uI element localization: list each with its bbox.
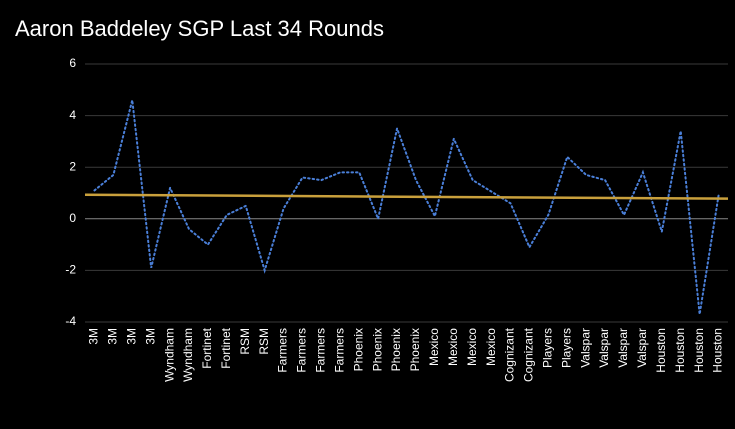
y-tick-label: -2	[65, 263, 76, 277]
y-tick-label: -4	[65, 314, 76, 328]
y-tick-label: 6	[69, 56, 76, 70]
x-tick-label: Phoenix	[370, 328, 384, 371]
x-tick-label: Houston	[673, 328, 687, 373]
x-tick-label: Valspar	[635, 328, 649, 368]
x-tick-label: Fortinet	[219, 327, 233, 368]
x-tick-label: Cognizant	[522, 327, 536, 382]
x-tick-label: Players	[541, 328, 555, 368]
x-tick-label: Wyndham	[162, 328, 176, 382]
x-tick-label: Valspar	[597, 328, 611, 368]
x-tick-label: 3M	[87, 328, 101, 345]
x-tick-label: Valspar	[578, 328, 592, 368]
x-tick-label: Valspar	[616, 328, 630, 368]
data-line	[93, 99, 720, 315]
x-tick-label: RSM	[257, 328, 271, 355]
y-tick-label: 2	[69, 159, 76, 173]
x-tick-label: Players	[559, 328, 573, 368]
trend-line	[84, 193, 729, 200]
x-tick-label: RSM	[238, 328, 252, 355]
x-tick-label: Phoenix	[351, 328, 365, 371]
x-tick-label: Phoenix	[408, 328, 422, 371]
x-tick-label: Phoenix	[389, 328, 403, 371]
x-tick-label: Cognizant	[503, 327, 517, 382]
x-tick-label: 3M	[124, 328, 138, 345]
x-tick-label: Houston	[692, 328, 706, 373]
y-tick-label: 0	[69, 211, 76, 225]
chart-title: Aaron Baddeley SGP Last 34 Rounds	[15, 16, 384, 41]
x-tick-label: 3M	[143, 328, 157, 345]
x-tick-label: Houston	[711, 328, 725, 373]
x-tick-label: 3M	[106, 328, 120, 345]
x-tick-label: Farmers	[276, 328, 290, 373]
x-tick-label: Farmers	[332, 328, 346, 373]
y-tick-label: 4	[69, 108, 76, 122]
x-tick-label: Houston	[654, 328, 668, 373]
x-tick-label: Mexico	[446, 328, 460, 366]
x-tick-label: Mexico	[484, 328, 498, 366]
x-tick-label: Wyndham	[181, 328, 195, 382]
x-tick-label: Farmers	[314, 328, 328, 373]
x-tick-label: Mexico	[427, 328, 441, 366]
x-tick-label: Fortinet	[200, 327, 214, 368]
x-tick-label: Farmers	[295, 328, 309, 373]
x-tick-label: Mexico	[465, 328, 479, 366]
